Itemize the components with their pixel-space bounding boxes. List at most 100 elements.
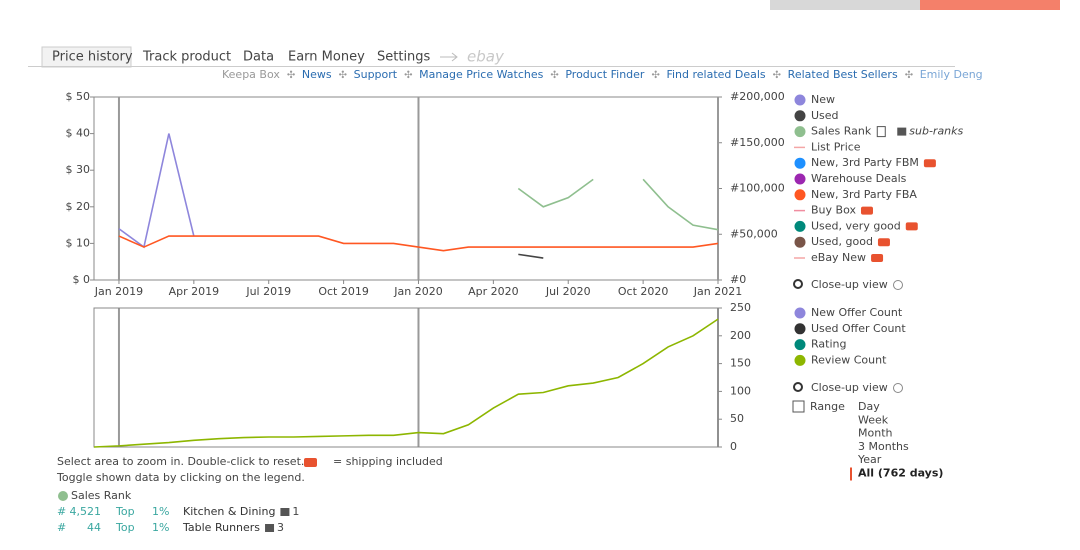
legend-swatch: [794, 354, 806, 366]
legend-label[interactable]: Sales Rank: [811, 125, 872, 138]
range-option[interactable]: Day: [858, 400, 880, 413]
y-tick-label: 150: [730, 357, 751, 370]
y-tick-label: $ 0: [73, 273, 91, 286]
legend-label[interactable]: Buy Box: [811, 204, 856, 217]
rank-cell: Top: [115, 521, 135, 534]
range-option[interactable]: Month: [858, 427, 893, 440]
range-option[interactable]: All (762 days): [858, 467, 943, 480]
range-option[interactable]: Year: [857, 453, 882, 466]
series-line: [118, 235, 719, 252]
x-tick-label: Apr 2019: [169, 285, 220, 298]
close-up-view[interactable]: Close-up view: [811, 381, 888, 394]
separator: ✣: [404, 70, 412, 81]
y2-tick-label: #150,000: [730, 136, 785, 149]
legend-label[interactable]: Used, good: [811, 235, 873, 248]
shipping-icon: [905, 222, 918, 231]
y-tick-label: $ 20: [66, 200, 91, 213]
sub-ranks[interactable]: sub-ranks: [909, 125, 963, 138]
separator: ✣: [905, 70, 913, 81]
hint: = shipping included: [333, 455, 443, 468]
legend-swatch: [794, 126, 806, 138]
tree-icon: [265, 524, 275, 532]
sort-icon: [876, 126, 886, 138]
x-tick-label: Jan 2019: [94, 285, 143, 298]
rank-title[interactable]: Sales Rank: [71, 489, 132, 502]
legend-label[interactable]: New, 3rd Party FBA: [811, 188, 917, 201]
tab[interactable]: Price history: [52, 50, 133, 65]
tree-icon: [280, 508, 290, 516]
y-tick-label: 200: [730, 329, 751, 342]
x-tick-label: Jan 2021: [693, 285, 742, 298]
legend-swatch: [794, 110, 806, 122]
tab[interactable]: Data: [243, 50, 274, 65]
banner-image: [920, 0, 1060, 10]
legend-swatch: [794, 157, 806, 169]
legend-label[interactable]: New: [811, 93, 835, 106]
legend-swatch: [794, 236, 806, 248]
legend-label[interactable]: Review Count: [811, 353, 887, 366]
tab[interactable]: Earn Money: [288, 50, 365, 65]
nav-link[interactable]: Support: [354, 68, 398, 81]
y2-tick-label: #100,000: [730, 182, 785, 195]
shipping-icon: [923, 159, 936, 168]
legend-label[interactable]: Used Offer Count: [811, 322, 906, 335]
tab[interactable]: Track product: [142, 50, 231, 65]
legend-swatch: [794, 220, 806, 232]
legend-label[interactable]: List Price: [811, 140, 861, 153]
legend-label[interactable]: Warehouse Deals: [811, 172, 907, 185]
legend-label[interactable]: New, 3rd Party FBM: [811, 156, 919, 169]
tab[interactable]: ebay: [467, 48, 505, 66]
y2-tick-label: #50,000: [730, 227, 778, 240]
legend: New Used Sales Rank sub-ranks List Price New,…: [792, 93, 964, 481]
arrow: [451, 52, 458, 62]
legend-swatch: [794, 339, 806, 351]
rank-cell: #: [57, 521, 66, 534]
y-tick-label: 50: [730, 412, 744, 425]
shipping-icon: [877, 238, 890, 247]
y-tick-label: $ 40: [66, 127, 91, 140]
tab[interactable]: Settings: [377, 50, 431, 65]
legend-label[interactable]: Rating: [811, 338, 846, 351]
rank-cell: 1: [292, 505, 299, 518]
legend-label[interactable]: eBay New: [811, 251, 866, 264]
x-tick-label: Jan 2020: [393, 285, 442, 298]
y-tick-label: $ 10: [66, 236, 91, 249]
rank-cell: 1%: [152, 521, 169, 534]
nav-link[interactable]: Find related Deals: [666, 68, 765, 81]
legend-swatch: [794, 94, 806, 106]
legend-label[interactable]: New Offer Count: [811, 306, 903, 319]
separator: ✣: [339, 70, 347, 81]
hint: Select area to zoom in. Double-click to …: [57, 455, 304, 468]
shipping-icon: [860, 206, 873, 215]
nav-link[interactable]: News: [302, 68, 332, 81]
y2-tick-label: #0: [730, 273, 746, 286]
nav-link[interactable]: Product Finder: [565, 68, 645, 81]
calendar-icon: [792, 400, 805, 413]
legend-swatch: [794, 307, 806, 319]
close-up-view[interactable]: Close-up view: [811, 278, 888, 291]
rank-cell: 4,521: [70, 505, 102, 518]
nav-link[interactable]: Emily Deng: [920, 68, 983, 81]
x-tick-label: Jul 2020: [545, 285, 591, 298]
active-marker: [850, 467, 852, 481]
toggle-icon: [893, 383, 903, 393]
legend-label[interactable]: Used, very good: [811, 219, 901, 232]
rank-cell[interactable]: Kitchen & Dining: [183, 505, 275, 518]
y2-tick-label: #200,000: [730, 90, 785, 103]
nav-link[interactable]: Manage Price Watches: [419, 68, 544, 81]
footer: Select area to zoom in. Double-click to …: [56, 455, 443, 534]
nav-link[interactable]: Related Best Sellers: [788, 68, 898, 81]
range-option[interactable]: Week: [858, 413, 889, 426]
nav-link[interactable]: Keepa Box: [222, 68, 280, 81]
legend-label[interactable]: Used: [811, 109, 839, 122]
rank-cell: 1%: [152, 505, 169, 518]
range-option[interactable]: 3 Months: [858, 440, 909, 453]
legend-swatch: [794, 173, 806, 185]
separator: ✣: [651, 70, 659, 81]
charts: $ 0 $ 10 $ 20 $ 30 $ 40 $ 50 #0 #50,000 #100,000…: [66, 90, 785, 453]
rank-cell: 44: [87, 521, 101, 534]
rank-cell[interactable]: Table Runners: [182, 521, 260, 534]
legend-swatch: [794, 323, 806, 335]
series-line: [118, 133, 195, 249]
